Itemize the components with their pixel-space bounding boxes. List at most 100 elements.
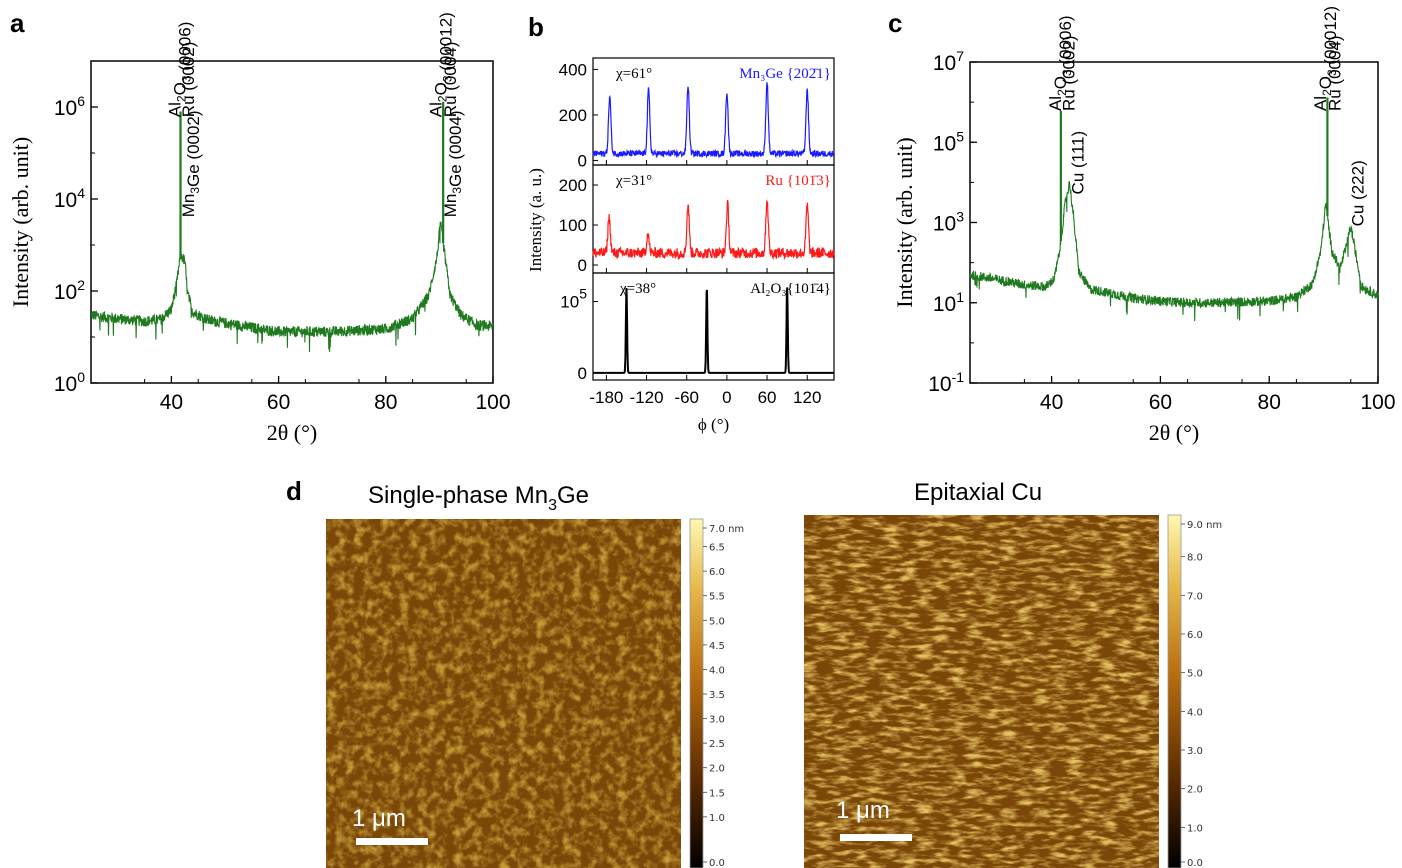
y-tick-label: 105 — [560, 286, 587, 312]
panel-letter-c: c — [888, 8, 902, 38]
y-tick-label: 105 — [933, 128, 964, 155]
y-tick-label: 100 — [54, 369, 85, 396]
colorbar-tick-label: 2.5 — [709, 739, 725, 750]
colorbar-tick-label: 8.0 — [1187, 553, 1203, 564]
y-tick-label-base: 10 — [54, 373, 77, 396]
x-tick-label: 80 — [374, 391, 397, 414]
y-tick-label-base: 10 — [933, 293, 956, 316]
peak-annotation: Al2O3 (0006) — [166, 22, 195, 118]
peak-annotation: Cu (111) — [1069, 131, 1088, 195]
y-tick-label-base: 10 — [54, 281, 77, 304]
colorbar-ticks: 7.0 nm 6.5 6.0 5.5 5.0 4.5 4.0 3.5 3.0 2.5 2.0 1.5 1… — [703, 524, 744, 868]
y-tick-label-exp: 4 — [77, 185, 85, 201]
colorbar-tick-label: 9.0 nm — [1187, 520, 1222, 531]
peak-annotation-sub: 2 — [175, 95, 189, 102]
y-tick-label: 200 — [559, 106, 587, 125]
colorbar-tick-label: 0.0 — [1187, 858, 1203, 868]
y-tick-label: 100 — [559, 216, 587, 235]
x-tick-label: 100 — [475, 391, 510, 414]
plot-frame — [90, 60, 494, 384]
y-tick-label: 106 — [54, 93, 85, 120]
peak-annotation-sub: 3 — [450, 187, 464, 194]
y-tick-label-exp: 6 — [77, 93, 85, 109]
y-tick-label-base: 10 — [933, 132, 956, 155]
y-tick-label-base: 10 — [54, 189, 77, 212]
chi-label: χ=61° — [615, 66, 652, 82]
peak-annotation: Mn3Ge (0004) — [441, 110, 465, 217]
peak-annotation-part: Al — [1046, 96, 1065, 111]
peak-annotation-part: Al — [427, 102, 446, 117]
y-axis-label: Intensity (arb. unit) — [8, 137, 33, 307]
data-series-line — [592, 82, 835, 159]
x-tick-label: 40 — [160, 391, 183, 414]
colorbar-tick-label: 6.0 — [1187, 630, 1203, 641]
x-tick-label: 40 — [1040, 391, 1063, 414]
peak-annotation-part: Ru (0002) — [179, 42, 198, 118]
peak-annotation-part: O — [1316, 76, 1335, 89]
y-tick-label-base: 10 — [933, 213, 956, 236]
colorbar — [689, 518, 704, 868]
colorbar-tick-label: 3.5 — [709, 690, 725, 701]
colorbar-ticks: 9.0 nm 8.0 7.0 6.0 5.0 4.0 3.0 2.0 1.0 0.0 — [1181, 520, 1222, 868]
y-tick-label-base: 10 — [928, 373, 951, 396]
colorbar-tick-label: 5.0 — [1187, 669, 1203, 680]
peak-annotation-part: Mn — [179, 194, 198, 218]
peak-annotation: Al2O3 (00012) — [1311, 6, 1340, 111]
afm-texture — [326, 519, 681, 868]
y-tick-label-exp: 1 — [956, 289, 964, 305]
colorbar-tick-label: 6.5 — [709, 543, 725, 554]
x-tick-label: 60 — [1149, 391, 1172, 414]
peak-annotation-sub: 3 — [188, 187, 202, 194]
colorbar-tick-label: 2.0 — [709, 764, 725, 775]
x-tick-label: -60 — [674, 388, 699, 407]
y-tick-label-base: 10 — [933, 52, 956, 75]
colorbar-tick-label: 3.0 — [1187, 746, 1203, 757]
peak-annotation-sub: 3 — [1325, 69, 1339, 76]
colorbar — [1167, 514, 1182, 868]
peak-annotation-part: Ge (0002) — [184, 110, 203, 187]
y-tick-label-exp: 3 — [956, 209, 964, 225]
peak-annotation: Ru (0004) — [1325, 35, 1344, 111]
peak-annotation-part: Cu (222) — [1348, 160, 1367, 226]
y-tick-label: 0 — [578, 364, 587, 383]
y-tick-label: 101 — [933, 289, 964, 316]
y-tick-label: 400 — [559, 60, 587, 79]
y-axis-label: Intensity (arb. unit) — [892, 137, 917, 307]
peak-annotation-part: (00012) — [1321, 6, 1340, 69]
peak-annotation-sub: 2 — [1055, 89, 1069, 96]
x-tick-label: 80 — [1258, 391, 1281, 414]
colorbar-tick-label: 0.0 — [709, 858, 725, 868]
y-tick-label: 104 — [54, 185, 85, 212]
data-series-line — [969, 180, 1379, 322]
y-tick-label-exp: -1 — [952, 369, 965, 385]
data-series-line — [593, 287, 834, 374]
peak-annotation-part: O — [1051, 76, 1070, 89]
peak-annotation-part: Cu (111) — [1069, 131, 1088, 195]
y-tick-label-base: 10 — [54, 97, 77, 120]
x-tick-label: -120 — [630, 388, 664, 407]
peak-annotation-part: Ru (0004) — [441, 42, 460, 118]
x-tick-label: 100 — [1360, 391, 1395, 414]
x-tick-label: 120 — [793, 388, 821, 407]
y-tick-label: 103 — [933, 209, 964, 236]
y-tick-label: 0 — [578, 151, 587, 170]
x-axis-label: ϕ (°) — [698, 415, 729, 434]
y-tick-label: 10-1 — [928, 369, 964, 396]
series-label: Mn₃Ge {202̄1} — [739, 66, 831, 82]
y-tick-label: 102 — [54, 277, 85, 304]
peak-annotation: Ru (0002) — [179, 42, 198, 118]
y-tick-label: 0 — [578, 256, 587, 275]
scale-bar — [840, 834, 912, 841]
subplot-frame — [592, 272, 835, 381]
afm-image-mn3ge: Single-phase Mn3Ge 1 μm 7.0 nm 6.5 6.0 5.5 5… — [326, 482, 744, 868]
panel-letter-b: b — [528, 12, 544, 42]
colorbar-tick-label: 5.5 — [709, 592, 725, 603]
y-tick-label: 107 — [933, 48, 964, 75]
data-series-line — [90, 221, 494, 353]
series-label: Ru {101̄3} — [765, 173, 831, 189]
colorbar-tick-label: 4.0 — [709, 665, 725, 676]
peak-annotation-sub: 3 — [441, 75, 455, 82]
peak-annotation: Al2O3 (00012) — [427, 12, 456, 117]
